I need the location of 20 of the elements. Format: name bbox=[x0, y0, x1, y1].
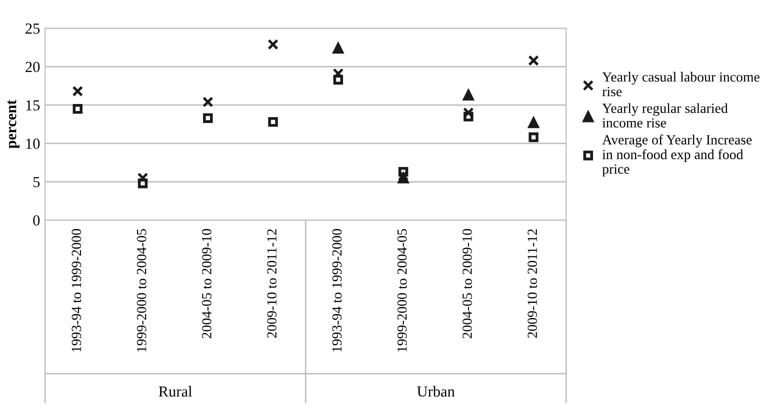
legend-label: Yearly regular salaried income rise bbox=[602, 103, 728, 128]
legend-label: Average of Yearly Increase in non-food exp and food price bbox=[602, 134, 752, 177]
text: Urban bbox=[417, 386, 455, 397]
text: Rural bbox=[158, 386, 192, 397]
x-tick-label: 2009-10 to 2011-12 bbox=[528, 229, 538, 338]
y-tick-label: 15 bbox=[26, 100, 40, 110]
x-tick-label: 1999-2000 to 2004-05 bbox=[136, 229, 146, 352]
y-tick-label: 0 bbox=[33, 215, 40, 226]
x-tick-label: 1999-2000 to 2004-05 bbox=[397, 229, 407, 352]
legend-label: Yearly casual labour income rise bbox=[602, 72, 760, 96]
y-axis-title: percent bbox=[8, 100, 20, 149]
x-tick-label: 2004-05 to 2009-10 bbox=[202, 229, 212, 338]
y-tick-label: 10 bbox=[26, 138, 40, 149]
y-tick-label: 20 bbox=[26, 62, 40, 72]
x-tick-label: 2009-10 to 2011-12 bbox=[267, 229, 277, 338]
y-tick-label: 25 bbox=[26, 23, 40, 34]
x-tick-label: 1993-94 to 1999-2000 bbox=[332, 229, 342, 352]
x-tick-label: 2004-05 to 2009-10 bbox=[462, 229, 472, 338]
x-tick-label: 1993-94 to 1999-2000 bbox=[72, 229, 82, 352]
y-tick-label: 5 bbox=[33, 177, 40, 188]
